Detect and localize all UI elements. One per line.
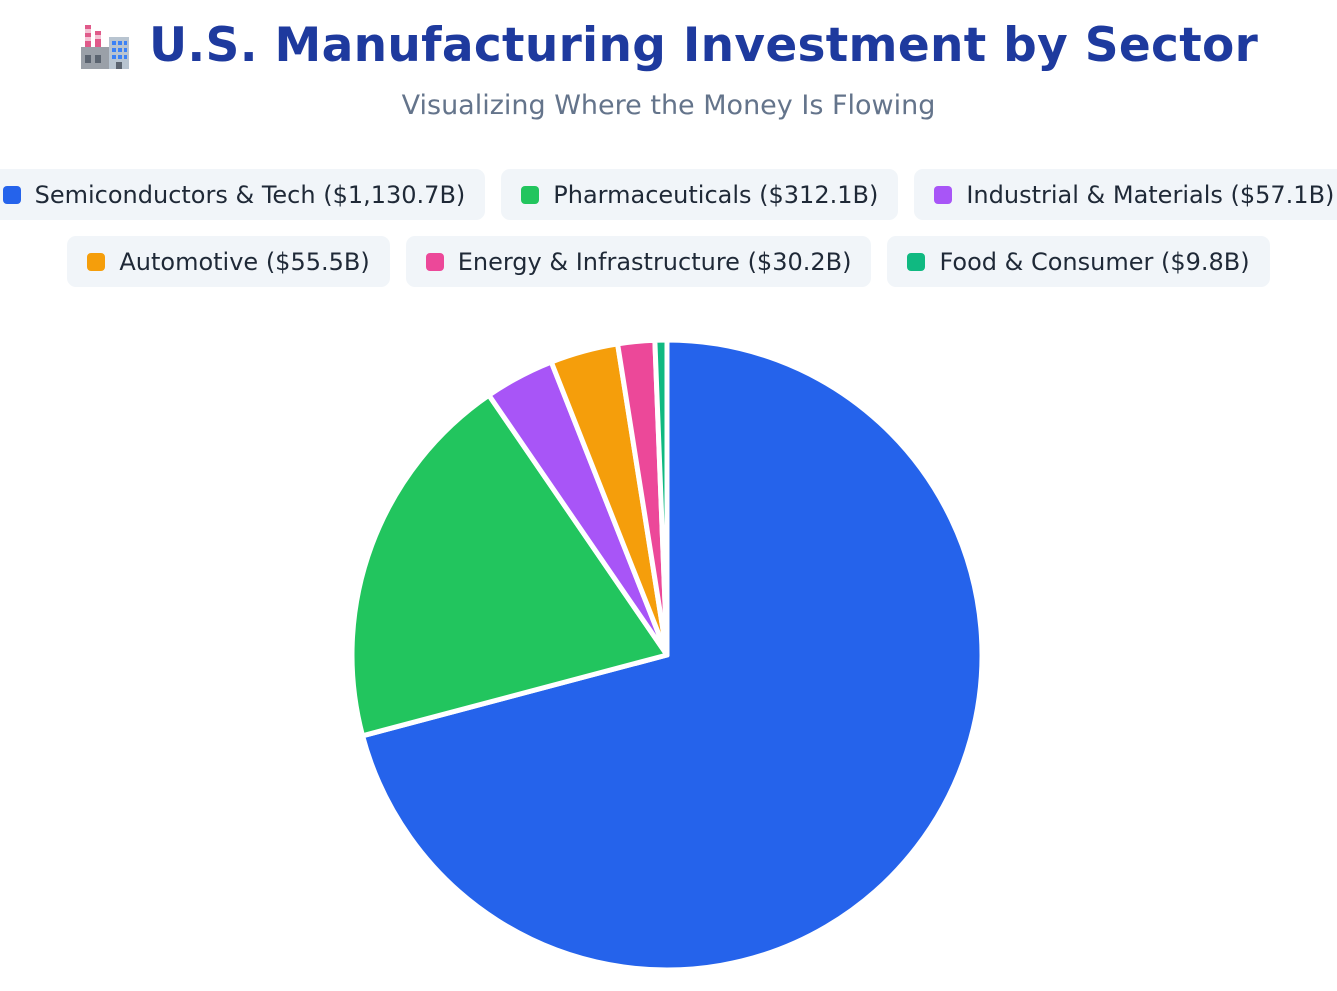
legend-swatch bbox=[2, 185, 21, 204]
legend-item-semiconductors[interactable]: Semiconductors & Tech ($1,130.7B) bbox=[0, 169, 486, 220]
pie-slice-semiconductors-tech[interactable] bbox=[360, 337, 985, 973]
chart-title: U.S. Manufacturing Investment by Sector bbox=[148, 18, 1259, 73]
legend-item-automotive[interactable]: Automotive ($55.5B) bbox=[67, 236, 390, 287]
legend-item-industrial[interactable]: Industrial & Materials ($57.1B) bbox=[914, 169, 1337, 220]
legend: Semiconductors & Tech ($1,130.7B) Pharma… bbox=[0, 169, 1337, 303]
legend-swatch bbox=[87, 252, 106, 271]
factory-icon bbox=[80, 24, 129, 69]
legend-label: Energy & Infrastructure ($30.2B) bbox=[457, 247, 852, 276]
legend-label: Food & Consumer ($9.8B) bbox=[939, 247, 1250, 276]
chart-subtitle: Visualizing Where the Money Is Flowing bbox=[401, 90, 936, 121]
legend-label: Pharmaceuticals ($312.1B) bbox=[553, 180, 879, 209]
legend-label: Semiconductors & Tech ($1,130.7B) bbox=[34, 180, 466, 209]
legend-swatch bbox=[907, 252, 926, 271]
legend-item-food[interactable]: Food & Consumer ($9.8B) bbox=[887, 236, 1270, 287]
legend-swatch bbox=[521, 185, 540, 204]
pie-slice-food-consumer[interactable] bbox=[652, 337, 670, 658]
legend-swatch bbox=[425, 252, 444, 271]
legend-swatch bbox=[934, 185, 953, 204]
page-title: U.S. Manufacturing Investment by Sector bbox=[0, 18, 1337, 73]
legend-row: Automotive ($55.5B) Energy & Infrastruct… bbox=[0, 236, 1337, 287]
legend-item-pharmaceuticals[interactable]: Pharmaceuticals ($312.1B) bbox=[501, 169, 899, 220]
legend-label: Industrial & Materials ($57.1B) bbox=[966, 180, 1335, 209]
pie-slice-pharmaceuticals[interactable] bbox=[349, 392, 670, 739]
legend-label: Automotive ($55.5B) bbox=[119, 247, 370, 276]
legend-row: Semiconductors & Tech ($1,130.7B) Pharma… bbox=[0, 169, 1337, 220]
legend-item-energy[interactable]: Energy & Infrastructure ($30.2B) bbox=[405, 236, 872, 287]
